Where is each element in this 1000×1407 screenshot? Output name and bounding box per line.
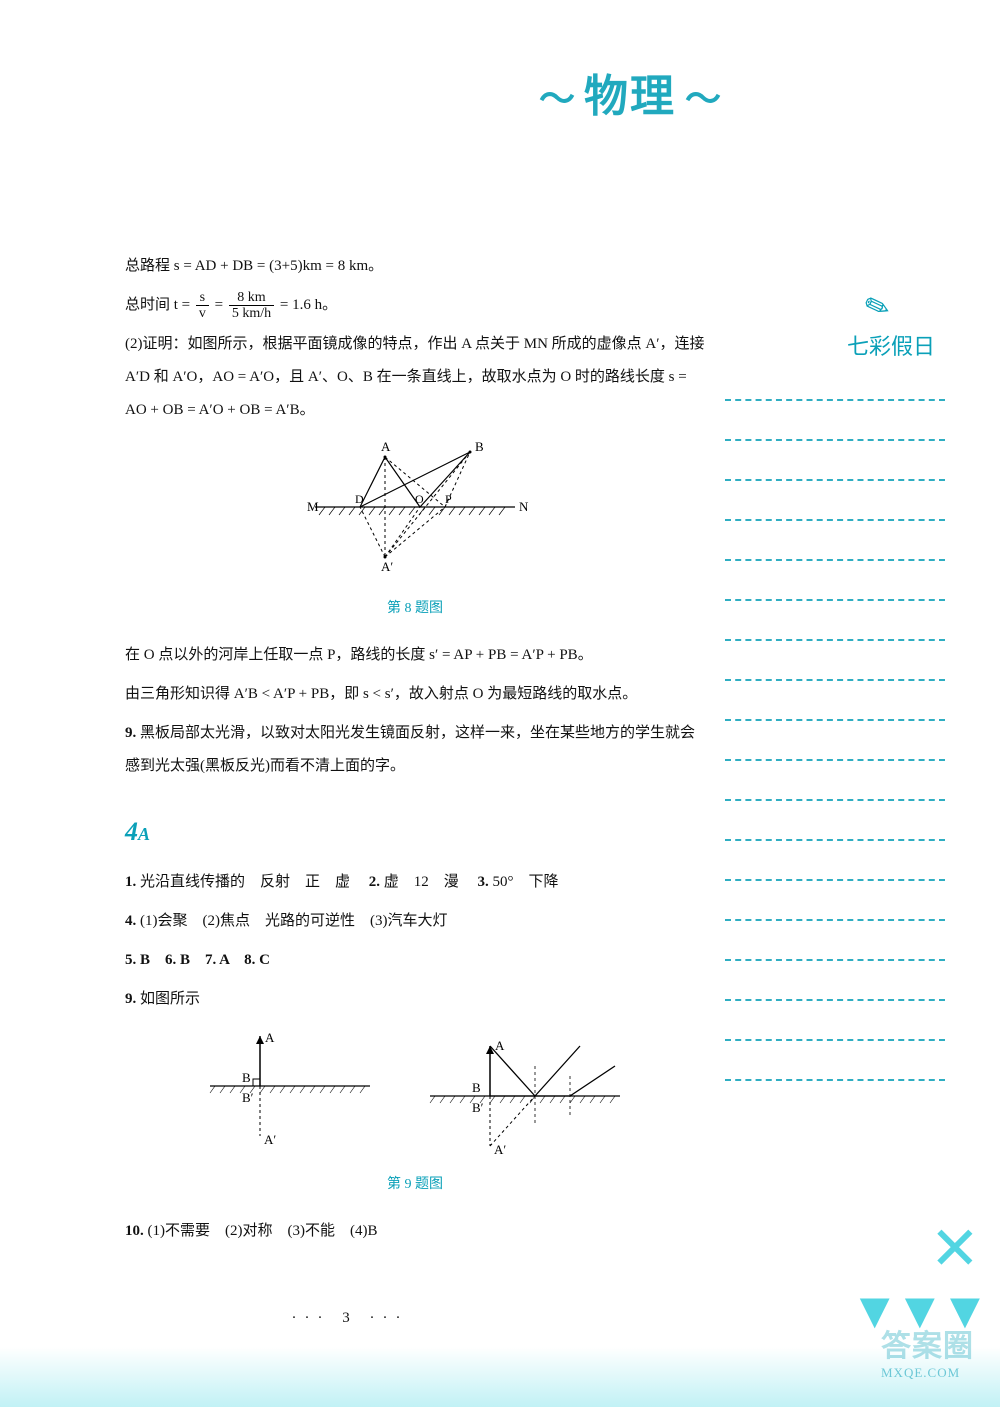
note-line — [725, 639, 945, 641]
q9-text: 黑板局部太光滑，以致对太阳光发生镜面反射，这样一来，坐在某些地方的学生就会感到光… — [125, 725, 695, 774]
fraction-sv: s v — [196, 290, 209, 322]
note-line — [725, 599, 945, 601]
note-line — [725, 919, 945, 921]
section-letter: A — [138, 824, 150, 844]
header-subject: 物理 — [584, 72, 676, 121]
a10: (1)不需要 (2)对称 (3)不能 (4)B — [148, 1223, 378, 1239]
main-content: 总路程 s = AD + DB = (3+5)km = 8 km。 总时间 t … — [125, 250, 705, 1254]
note-line — [725, 719, 945, 721]
note-line — [725, 399, 945, 401]
page-root: ～ 物理 ～ 总路程 s = AD + DB = (3+5)km = 8 km。… — [0, 0, 1000, 1407]
figure-8: M N A B A′ — [125, 437, 705, 590]
f9r-B: B — [472, 1080, 481, 1095]
a2-num: 2. — [369, 874, 380, 890]
note-line — [725, 519, 945, 521]
lbl-N: N — [519, 499, 529, 514]
section-4-badge: 4A — [125, 803, 150, 860]
note-line — [725, 1079, 945, 1081]
a3: 50° 下降 — [493, 874, 559, 890]
a1-num: 1. — [125, 874, 136, 890]
header-accent-2: ～ — [685, 79, 721, 119]
note-line — [725, 559, 945, 561]
paragraph-p-outside: 在 O 点以外的河岸上任取一点 P，路线的长度 s′ = AP + PB = A… — [125, 639, 705, 672]
watermark: 答案圈 MXQE.COM — [881, 1321, 974, 1381]
figure-9: A B B′ A′ — [125, 1026, 705, 1166]
note-line — [725, 999, 945, 1001]
answer-9: 9. 如图所示 — [125, 983, 705, 1016]
a3-num: 3. — [478, 874, 489, 890]
figure-9-right: A B B′ A′ — [420, 1026, 630, 1166]
section-num: 4 — [125, 817, 138, 846]
sidebar: ✎ 七彩假日 — [725, 290, 945, 1119]
paragraph-total-distance: 总路程 s = AD + DB = (3+5)km = 8 km。 — [125, 250, 705, 283]
note-line — [725, 799, 945, 801]
note-line — [725, 1039, 945, 1041]
a4-num: 4. — [125, 913, 136, 929]
frac2-num: 8 km — [229, 290, 274, 306]
paragraph-triangle: 由三角形知识得 A′B < A′P + PB，即 s < s′，故入射点 O 为… — [125, 678, 705, 711]
f9l-Ap: A′ — [264, 1132, 276, 1147]
question-9: 9. 黑板局部太光滑，以致对太阳光发生镜面反射，这样一来，坐在某些地方的学生就会… — [125, 717, 705, 783]
lbl-D: D — [355, 492, 364, 506]
note-line — [725, 879, 945, 881]
header-art: ～ 物理 ～ — [440, 60, 820, 180]
note-line — [725, 839, 945, 841]
a1: 光沿直线传播的 反射 正 虚 — [140, 874, 365, 890]
a2: 虚 12 漫 — [384, 874, 474, 890]
a9-num: 9. — [125, 991, 136, 1007]
answers-5-8: 5. B 6. B 7. A 8. C — [125, 944, 705, 977]
f9l-Bp: B′ — [242, 1090, 254, 1105]
figure-8-caption: 第 8 题图 — [125, 594, 705, 625]
time-suffix: = 1.6 h。 — [280, 297, 337, 313]
note-line — [725, 679, 945, 681]
figure-8-svg: M N A B A′ — [295, 437, 535, 577]
sidebar-title: 七彩假日 — [725, 329, 935, 361]
figure-9-caption: 第 9 题图 — [125, 1170, 705, 1201]
frac2-den: 5 km/h — [229, 306, 274, 321]
time-prefix: 总时间 t = — [125, 297, 194, 313]
f9r-Ap: A′ — [494, 1142, 506, 1157]
f9r-A: A — [495, 1038, 505, 1053]
lbl-B: B — [475, 439, 484, 454]
note-line — [725, 959, 945, 961]
watermark-big: 答案圈 — [881, 1321, 974, 1365]
figure-9-left: A B B′ A′ — [200, 1026, 380, 1166]
lbl-M: M — [307, 499, 319, 514]
f9r-Bp: B′ — [472, 1100, 484, 1115]
frac-den: v — [196, 306, 209, 321]
paragraph-proof: (2)证明：如图所示，根据平面镜成像的特点，作出 A 点关于 MN 所成的虚像点… — [125, 328, 705, 427]
q9-number: 9. — [125, 725, 136, 741]
equals-1: = — [215, 297, 227, 313]
note-line — [725, 439, 945, 441]
answer-line-1-3: 1. 光沿直线传播的 反射 正 虚 2. 虚 12 漫 3. 50° 下降 — [125, 866, 705, 899]
a9: 如图所示 — [140, 991, 200, 1007]
note-line — [725, 479, 945, 481]
fraction-value: 8 km 5 km/h — [229, 290, 274, 322]
frac-num: s — [196, 290, 209, 306]
lbl-A: A — [381, 439, 391, 454]
note-line — [725, 759, 945, 761]
a10-num: 10. — [125, 1223, 144, 1239]
lbl-Ap: A′ — [381, 559, 393, 574]
f9l-A: A — [265, 1030, 275, 1045]
a4: (1)会聚 (2)焦点 光路的可逆性 (3)汽车大灯 — [140, 913, 447, 929]
page-number: ··· 3 ··· — [0, 1310, 700, 1327]
watermark-small: MXQE.COM — [881, 1365, 960, 1380]
f9l-B: B — [242, 1070, 251, 1085]
answer-10: 10. (1)不需要 (2)对称 (3)不能 (4)B — [125, 1215, 705, 1248]
pencil-icon: ✎ — [860, 287, 896, 328]
header-accent: ～ — [539, 79, 575, 119]
paragraph-total-time: 总时间 t = s v = 8 km 5 km/h = 1.6 h。 — [125, 289, 705, 322]
answer-4: 4. (1)会聚 (2)焦点 光路的可逆性 (3)汽车大灯 — [125, 905, 705, 938]
